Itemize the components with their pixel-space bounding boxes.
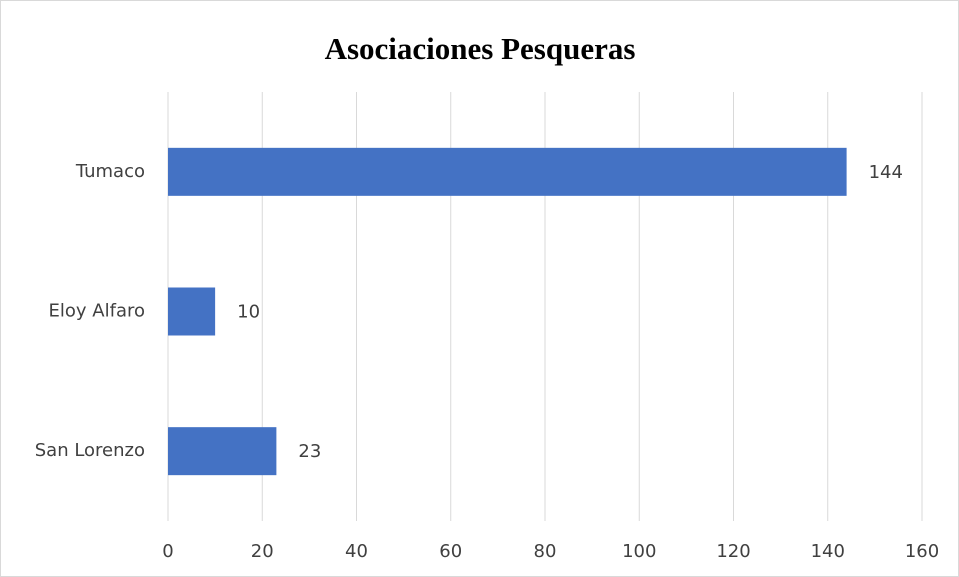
x-tick-label: 160 [905,541,939,562]
data-label: 10 [237,302,260,323]
x-tick-label: 100 [622,541,656,562]
y-tick-label: San Lorenzo [35,440,145,461]
x-tick-label: 20 [251,541,274,562]
y-tick-label: Eloy Alfaro [49,301,145,322]
bar [168,147,847,196]
y-tick-label: Tumaco [75,161,145,182]
x-tick-label: 80 [534,541,557,562]
x-tick-label: 60 [439,541,462,562]
x-tick-label: 140 [811,541,845,562]
bar [168,287,216,336]
data-label: 23 [298,441,321,462]
x-tick-label: 120 [716,541,750,562]
bar [168,427,277,476]
x-tick-label: 40 [345,541,368,562]
x-tick-label: 0 [162,541,173,562]
chart-title: Asociaciones Pesqueras [325,31,636,66]
data-label: 144 [869,162,903,183]
